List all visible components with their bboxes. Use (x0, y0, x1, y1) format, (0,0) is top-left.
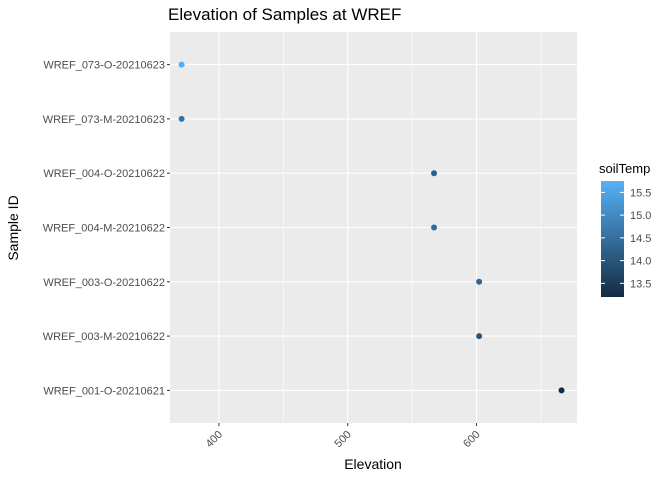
x-tick-label: 500 (332, 429, 353, 450)
color-legend: soilTemp 13.5 14.0 14.5 15.0 15.5 (599, 161, 651, 297)
legend-title: soilTemp (599, 161, 650, 176)
y-tick-label: WREF_073-M-20210623 (43, 114, 165, 126)
data-point (178, 115, 185, 122)
x-tick-label: 600 (461, 429, 482, 450)
x-axis-title: Elevation (344, 456, 402, 472)
plot-panel (170, 32, 577, 423)
data-point (558, 387, 565, 394)
legend-colorbar (601, 181, 624, 297)
y-axis-title: Sample ID (5, 195, 21, 260)
data-point (431, 224, 438, 231)
y-tick-label: WREF_004-O-20210622 (43, 168, 165, 180)
legend-tick-label: 14.0 (630, 256, 651, 268)
x-axis: 400 500 600 (204, 423, 483, 450)
data-point (431, 170, 438, 177)
data-point (476, 278, 483, 285)
data-points (178, 61, 565, 394)
legend-tick-label: 13.5 (630, 278, 651, 290)
legend-tick-label: 15.0 (630, 210, 651, 222)
y-tick-label: WREF_001-O-20210621 (43, 385, 165, 397)
y-tick-label: WREF_003-M-20210622 (43, 331, 165, 343)
data-point (476, 333, 483, 340)
y-axis: WREF_001-O-20210621 WREF_003-M-20210622 WR… (43, 60, 170, 397)
y-tick-label: WREF_004-M-20210622 (43, 223, 165, 235)
y-tick-label: WREF_073-O-20210623 (43, 60, 165, 72)
y-tick-label: WREF_003-O-20210622 (43, 277, 165, 289)
x-tick-label: 400 (204, 429, 225, 450)
legend-tick-label: 14.5 (630, 233, 651, 245)
legend-tick-label: 15.5 (630, 187, 651, 199)
chart-title: Elevation of Samples at WREF (168, 5, 401, 24)
data-point (178, 61, 185, 68)
